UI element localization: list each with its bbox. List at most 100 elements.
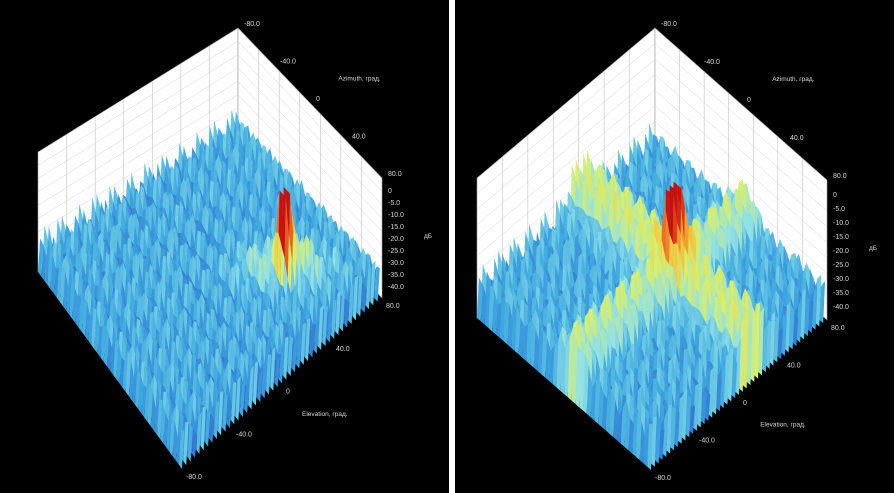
surface-patch [647, 423, 653, 470]
wall-grid-line [237, 54, 383, 205]
surface-patch [59, 261, 66, 307]
surface-patch [175, 430, 181, 465]
elevation-tick-label: 40.0 [787, 363, 801, 370]
azimuth-tick-label: 80.0 [388, 171, 402, 178]
surface-patch [106, 336, 113, 371]
surface-patch [685, 394, 692, 438]
surface-patch [183, 421, 189, 466]
surface-patch [153, 398, 160, 435]
surface-patch [716, 377, 722, 412]
wall-grid-line [476, 43, 656, 194]
wall-grid-line [654, 43, 828, 196]
surface-patch [773, 316, 780, 363]
surface-patch [533, 328, 540, 371]
elevation-axis-title: Elevation, град. [302, 411, 348, 418]
azimuth-tick-label: -40.0 [280, 59, 296, 66]
surface-patch [191, 429, 198, 458]
surface-patch [617, 408, 623, 444]
surface-patch [670, 406, 676, 451]
wall-grid-line [476, 90, 656, 241]
z-tick-label: -25.0 [388, 248, 404, 255]
surface-patch [278, 347, 285, 384]
surface-patch [69, 279, 75, 320]
elevation-tick-label: 40.0 [336, 346, 350, 353]
surface-patch [91, 307, 97, 350]
surface-patch [213, 401, 219, 440]
surface-patch [44, 250, 50, 285]
z-tick-label: -20.0 [388, 236, 404, 243]
surface-patch [777, 328, 783, 360]
azimuth-tick-label: 0 [747, 97, 751, 104]
surface-mesh [477, 122, 826, 470]
azimuth-tick-label: -40.0 [704, 59, 720, 66]
z-tick-label: -30.0 [833, 276, 849, 283]
wall-grid-line [37, 107, 239, 233]
wall-grid-line [237, 94, 383, 245]
wall-grid-line [37, 121, 239, 246]
surface-patch [178, 430, 185, 469]
surface-patch [750, 306, 757, 382]
surface-patch [291, 338, 298, 373]
z-tick-label: -35.0 [833, 290, 849, 297]
z-axis-title: дБ [424, 233, 432, 240]
surface-patch [38, 238, 44, 277]
surface-patch [374, 266, 380, 302]
surface-patch [804, 298, 810, 337]
surface-patch [113, 340, 119, 380]
z-tick-label: 0 [388, 188, 392, 195]
surface-patch [244, 382, 250, 414]
surface-patch [762, 324, 768, 373]
surface-patch [50, 254, 56, 294]
surface-patch [63, 271, 69, 311]
surface-patch [157, 398, 163, 439]
surface-patch [601, 393, 608, 431]
surface-patch [131, 369, 138, 405]
surface-patch [352, 275, 359, 321]
surface-patch [624, 400, 631, 451]
surface-patch [122, 350, 128, 392]
surface-patch [348, 284, 354, 324]
surface-patch [739, 317, 745, 392]
surface-patch [620, 400, 627, 447]
surface-patch [723, 352, 730, 405]
azimuth-tick-label: 40.0 [790, 135, 804, 142]
surface-patch [283, 336, 289, 380]
surface-patch [746, 320, 753, 386]
surface-patch [815, 274, 822, 327]
z-tick-label: 0 [833, 192, 837, 199]
surface-patch [196, 412, 202, 455]
surface-patch [88, 307, 94, 345]
surface-patch [72, 287, 78, 324]
elevation-tick-label: 0 [743, 400, 747, 407]
wall-grid-line [37, 67, 239, 193]
surface-patch [85, 301, 91, 341]
surface-patch [100, 325, 106, 362]
surface-patch [252, 361, 259, 406]
surface-patch [548, 344, 555, 385]
wall-grid-line [654, 74, 828, 227]
surface-patch [598, 380, 604, 427]
surface-patch [781, 313, 787, 356]
surface-patch [226, 395, 232, 429]
surface-patch [579, 350, 585, 411]
surface-patch [708, 366, 715, 418]
surface-patch [147, 382, 153, 427]
surface-patch [658, 428, 665, 461]
surface-patch [239, 382, 245, 417]
surface-patch [811, 288, 818, 330]
wall-grid-line [37, 54, 239, 179]
surface-patch [287, 335, 293, 377]
surface-patch [594, 379, 600, 424]
surface-patch [200, 405, 206, 451]
surface-patch [339, 288, 345, 332]
surface-patch [651, 415, 657, 467]
surface-patch [318, 305, 324, 350]
surface-patch [507, 304, 513, 348]
surface-patch [222, 394, 228, 432]
surface-patch [654, 424, 661, 464]
z-tick-label: -15.0 [388, 224, 404, 231]
surface-plot-left-svg: -80.0 -40.0 0 40.0 80.0 Azimuth, град. 80.0 40.… [37, 21, 432, 481]
surface-patch [792, 314, 799, 347]
surface-patch [635, 410, 642, 461]
surface-patch [261, 364, 267, 399]
